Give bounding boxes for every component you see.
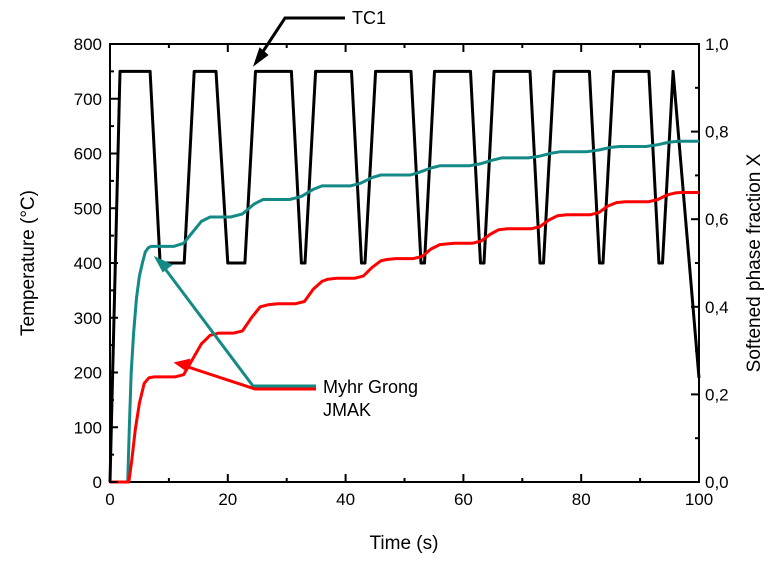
y-right-tick-label: 1,0 <box>705 35 729 54</box>
jmak-series-line <box>110 191 699 484</box>
y-left-tick-label: 700 <box>74 90 102 109</box>
x-tick-label: 40 <box>336 490 355 509</box>
myhr-grong-series-line <box>126 139 699 483</box>
y-left-axis: 0 100 200 300 400 500 600 700 800 <box>74 35 118 492</box>
y-left-tick-label: 200 <box>74 364 102 383</box>
jmak-arrow <box>184 364 316 391</box>
tc1-arrow <box>258 16 345 57</box>
myhr-arrowhead <box>153 255 173 273</box>
x-tick-label: 0 <box>105 490 114 509</box>
series-layer <box>108 69 701 484</box>
tc1-series-line <box>108 69 701 483</box>
myhr-label: Myhr Grong <box>323 377 418 397</box>
tc1-label: TC1 <box>352 8 386 28</box>
y-left-tick-label: 0 <box>93 473 102 492</box>
y-left-tick-label: 600 <box>74 145 102 164</box>
y-right-axis-title: Softened phase fraction X <box>744 153 765 372</box>
y-right-axis: 0,0 0,2 0,4 0,6 0,8 1,0 <box>691 35 729 492</box>
y-right-tick-label: 0,2 <box>705 385 729 404</box>
y-left-tick-label: 500 <box>74 199 102 218</box>
y-left-tick-label: 300 <box>74 309 102 328</box>
y-left-axis-title: Temperature (°C) <box>18 190 39 336</box>
x-tick-label: 20 <box>218 490 237 509</box>
myhr-arrow <box>161 265 316 388</box>
x-tick-label: 60 <box>454 490 473 509</box>
y-right-tick-label: 0,8 <box>705 123 729 142</box>
jmak-arrowhead <box>173 358 191 372</box>
y-right-tick-label: 0,0 <box>705 473 729 492</box>
annotation-layer: TC1 Myhr Grong JMAK <box>153 8 418 420</box>
x-axis-title: Time (s) <box>370 533 439 554</box>
tc1-arrowhead <box>253 47 269 67</box>
x-axis: 0 20 40 60 80 100 <box>105 44 713 509</box>
jmak-label: JMAK <box>323 400 371 420</box>
y-left-tick-label: 800 <box>74 35 102 54</box>
x-tick-label: 80 <box>572 490 591 509</box>
x-tick-label: 100 <box>685 490 713 509</box>
y-right-tick-label: 0,6 <box>705 210 729 229</box>
plot-area: TC1 Myhr Grong JMAK <box>108 8 701 484</box>
y-right-tick-label: 0,4 <box>705 298 729 317</box>
y-left-tick-label: 400 <box>74 254 102 273</box>
y-left-tick-label: 100 <box>74 418 102 437</box>
